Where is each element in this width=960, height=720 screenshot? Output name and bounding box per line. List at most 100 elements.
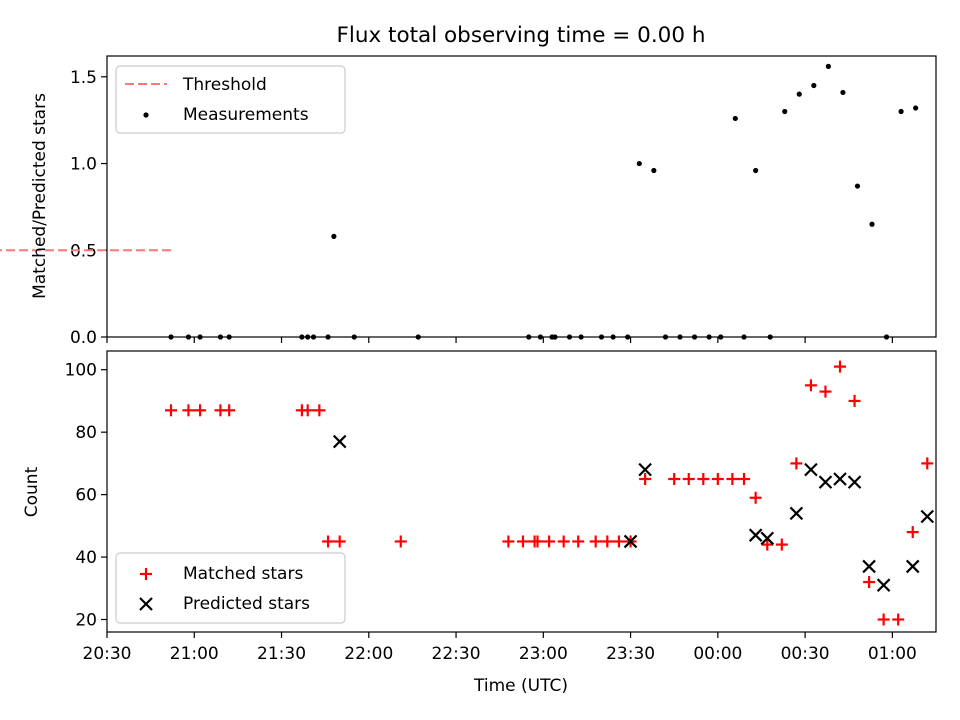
matched-star-point [668,473,681,486]
matched-star-point [322,535,335,548]
top-x-axis-ticks [106,337,893,343]
predicted-star-point [847,475,862,489]
matched-star-point [612,535,625,548]
matched-star-point [775,538,788,551]
measurement-point [753,167,759,174]
y-tick-label: 100 [65,361,97,381]
legend-measurements-swatch [143,112,149,118]
top-plot-frame [106,55,937,338]
matched-star-point [892,613,905,626]
matched-star-point [790,457,803,470]
predicted-star-point [862,559,876,574]
matched-star-point [313,404,326,417]
measurement-point [869,221,875,227]
y-tick-label: 20 [75,611,97,631]
bottom-y-axis: 20 40 60 80 100 [65,361,107,631]
x-tick-label: 20:30 [83,644,132,664]
measurement-point [331,233,337,239]
matched-star-point [819,385,832,398]
matched-star-point [804,379,817,392]
matched-star-point [223,404,236,417]
matched-star-point [543,535,556,548]
measurement-point [825,63,831,70]
top-legend: Threshold Measurements [115,65,346,134]
matched-star-point [502,535,515,548]
bottom-plot-frame [106,350,937,633]
x-tick-label: 00:00 [693,644,742,664]
bottom-y-axis-label: Count [22,466,42,517]
predicted-star-point [748,528,763,542]
matched-star-point [164,404,177,417]
matched-star-point [682,473,695,486]
measurement-point [913,105,919,111]
predicted-star-point [920,509,935,524]
bottom-plot: 20 40 60 80 100 20:30 21:00 21:30 22:00 22:30 23:… [22,350,937,696]
y-tick-label: 60 [75,486,97,506]
x-tick-label: 21:30 [257,644,306,664]
predicted-star-point [905,559,920,574]
bottom-legend-box [115,552,346,624]
x-tick-label: 23:00 [519,644,568,664]
matched-star-point [601,535,614,548]
top-y-axis: 0.0 0.5 1.0 1.5 [70,68,107,348]
predicted-star-point [876,578,891,592]
measurement-point [732,115,738,122]
predicted-star-point [332,434,347,449]
matched-star-point [848,394,861,407]
matched-star-point [301,404,314,417]
matched-star-point [711,473,724,486]
x-tick-label: 00:30 [781,644,830,664]
matched-star-point [572,535,585,548]
predicted-star-point [760,531,775,546]
matched-star-point [906,526,919,539]
measurement-point [796,91,802,97]
matched-star-point [589,535,602,548]
predicted-star-point [789,506,804,521]
matched-star-point [516,535,529,548]
x-tick-label: 01:00 [868,644,917,664]
predicted-stars-points [332,434,935,592]
matched-star-point [639,473,652,486]
top-y-axis-label: Matched/Predicted stars [30,93,50,299]
measurement-point [898,108,904,115]
matched-star-point [921,457,934,470]
measurement-point [854,183,861,189]
y-tick-label: 40 [75,548,97,568]
y-tick-label: 1.0 [70,155,97,175]
predicted-star-point [638,462,652,477]
measurement-points [168,63,919,340]
bottom-x-axis: 20:30 21:00 21:30 22:00 22:30 23:00 23:30 00:00… [83,632,917,664]
x-tick-label: 21:00 [170,644,219,664]
legend-matched-swatch [140,568,152,580]
predicted-star-point [623,534,638,549]
matched-star-point [749,491,762,504]
matched-star-point [182,404,195,417]
matched-star-point [194,404,207,417]
x-tick-label: 22:00 [344,644,393,664]
x-tick-label: 23:30 [606,644,655,664]
y-tick-label: 0.0 [70,328,97,348]
matched-star-point [738,473,751,486]
matched-star-point [877,613,890,626]
legend-predicted-label: Predicted stars [183,594,310,614]
y-tick-label: 80 [75,423,97,443]
legend-threshold-label: Threshold [182,75,267,95]
matched-star-point [834,360,847,373]
top-legend-box [115,65,346,134]
measurement-point [636,160,642,167]
legend-matched-label: Matched stars [183,564,303,584]
predicted-star-point [818,475,833,489]
y-tick-label: 1.5 [70,68,97,88]
matched-star-point [333,535,346,548]
measurement-point [651,167,657,174]
x-axis-label: Time (UTC) [473,676,568,696]
matched-star-point [394,535,407,548]
matched-star-point [761,538,774,551]
chart-title: Flux total observing time = 0.00 h [337,23,706,48]
bottom-legend: Matched stars Predicted stars [115,552,346,624]
legend-predicted-swatch [139,597,153,611]
matched-star-point [557,535,570,548]
y-tick-label: 0.5 [70,241,97,261]
measurement-point [782,108,788,115]
